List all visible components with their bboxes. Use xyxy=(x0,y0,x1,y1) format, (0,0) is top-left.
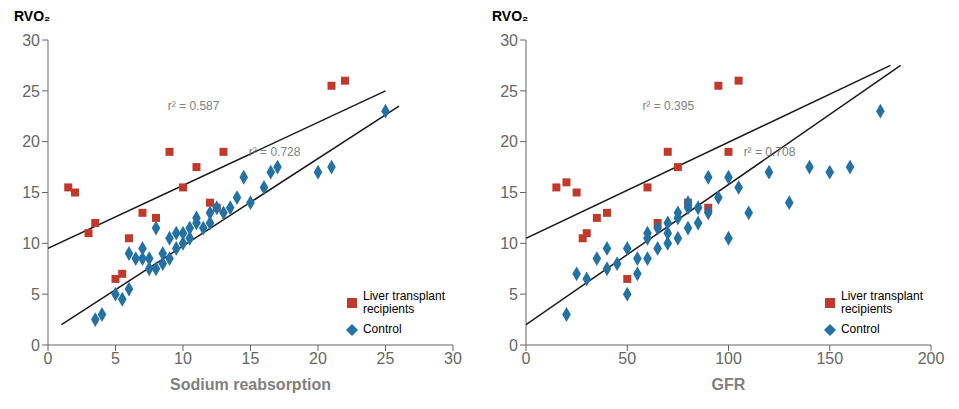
html-text:RVO₂: RVO₂ xyxy=(14,8,51,24)
svg-text:15: 15 xyxy=(500,184,518,201)
svg-text:20: 20 xyxy=(309,350,327,367)
html-text:Liver transplant recipients: Liver transplant recipients xyxy=(363,288,445,317)
svg-text:100: 100 xyxy=(715,350,742,367)
svg-text:15: 15 xyxy=(242,350,260,367)
svg-text:150: 150 xyxy=(816,350,843,367)
svg-text:15: 15 xyxy=(22,184,40,201)
svg-text:GFR: GFR xyxy=(712,376,746,393)
html-text:Control: Control xyxy=(841,322,880,337)
svg-text:r² = 0.587: r² = 0.587 xyxy=(168,99,220,113)
svg-text:r² = 0.728: r² = 0.728 xyxy=(249,145,301,159)
svg-text:5: 5 xyxy=(111,350,120,367)
svg-text:30: 30 xyxy=(22,32,40,49)
svg-text:10: 10 xyxy=(22,235,40,252)
svg-text:r² = 0.708: r² = 0.708 xyxy=(744,145,796,159)
svg-text:10: 10 xyxy=(500,235,518,252)
html-text:Liver transplant recipients: Liver transplant recipients xyxy=(841,288,923,317)
svg-text:30: 30 xyxy=(500,32,518,49)
svg-text:5: 5 xyxy=(31,286,40,303)
svg-text:30: 30 xyxy=(444,350,462,367)
svg-text:25: 25 xyxy=(377,350,395,367)
svg-text:Sodium reabsorption: Sodium reabsorption xyxy=(170,376,331,393)
svg-text:50: 50 xyxy=(618,350,636,367)
html-text:RVO₂: RVO₂ xyxy=(492,8,529,24)
svg-text:0: 0 xyxy=(509,337,518,354)
svg-text:200: 200 xyxy=(918,350,945,367)
svg-text:5: 5 xyxy=(509,286,518,303)
svg-text:25: 25 xyxy=(500,83,518,100)
svg-text:0: 0 xyxy=(31,337,40,354)
svg-text:r² = 0.395: r² = 0.395 xyxy=(642,99,694,113)
svg-text:25: 25 xyxy=(22,83,40,100)
svg-text:0: 0 xyxy=(44,350,53,367)
svg-text:10: 10 xyxy=(174,350,192,367)
svg-text:20: 20 xyxy=(22,133,40,150)
html-text:Control: Control xyxy=(363,322,402,337)
svg-text:20: 20 xyxy=(500,133,518,150)
svg-text:0: 0 xyxy=(522,350,531,367)
